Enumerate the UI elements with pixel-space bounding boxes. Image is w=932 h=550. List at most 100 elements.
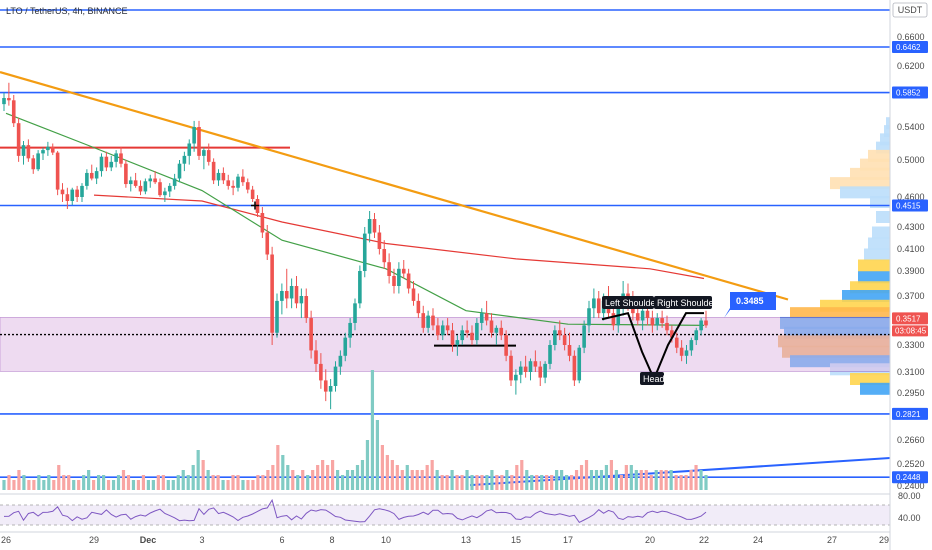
candle-body xyxy=(518,366,523,375)
candle-body xyxy=(202,150,206,156)
candle xyxy=(470,325,474,345)
volume-bar xyxy=(321,460,325,490)
y-tick-label: 0.3300 xyxy=(897,340,925,350)
candle-body xyxy=(226,180,231,186)
x-tick-label: 8 xyxy=(329,535,334,545)
candle-body xyxy=(670,330,674,338)
candle xyxy=(382,240,387,269)
volume-bar xyxy=(624,465,628,490)
candle xyxy=(304,288,309,323)
candle-body xyxy=(479,313,484,323)
candle-body xyxy=(562,335,567,345)
countdown-tag xyxy=(892,325,928,337)
candle-body xyxy=(206,150,211,162)
volume-bar xyxy=(32,480,36,490)
candle-body xyxy=(280,291,284,301)
volume-bar xyxy=(465,470,469,490)
candle xyxy=(275,293,279,338)
candle-body xyxy=(284,291,289,299)
candle-body xyxy=(153,178,157,183)
candle-body xyxy=(94,171,99,179)
candle-body xyxy=(411,288,416,301)
candle-body xyxy=(421,313,426,328)
volume-profile-bar xyxy=(858,271,890,284)
candle-body xyxy=(694,330,699,341)
y-tick-label: 0.3100 xyxy=(897,367,925,377)
candle-body xyxy=(577,347,582,381)
volume-bar xyxy=(116,475,121,490)
candle-body xyxy=(41,150,45,154)
volume-bar xyxy=(355,465,360,490)
candle-body xyxy=(299,296,304,304)
volume-bar xyxy=(161,475,165,490)
candle-body xyxy=(182,155,187,164)
candle xyxy=(119,146,123,168)
candle xyxy=(75,185,79,202)
volume-bar xyxy=(515,465,519,490)
candle xyxy=(192,120,196,152)
candle xyxy=(250,185,255,202)
candle xyxy=(406,268,411,294)
downtrend-line xyxy=(0,71,789,301)
candle-body xyxy=(309,318,313,351)
candle xyxy=(426,310,430,333)
candle xyxy=(85,169,89,190)
candle xyxy=(21,141,26,165)
candle xyxy=(211,158,216,185)
volume-bar xyxy=(181,470,185,490)
candle-body xyxy=(294,286,299,304)
volume-bar xyxy=(12,480,16,490)
candle-body xyxy=(572,355,577,381)
volume-bar xyxy=(684,475,688,490)
volume-bar xyxy=(37,475,41,490)
volume-bar xyxy=(639,470,643,490)
chart-title: LTO / TetherUS, 4h, BINANCE xyxy=(6,6,128,16)
volume-bar xyxy=(485,475,489,490)
volume-bar xyxy=(390,460,394,490)
candle xyxy=(299,288,304,319)
candle-body xyxy=(635,313,640,321)
volume-bar xyxy=(196,450,200,490)
volume-bar xyxy=(62,475,66,490)
candle xyxy=(138,180,143,196)
currency-box xyxy=(892,2,928,18)
candle xyxy=(397,262,401,294)
candle-body xyxy=(392,276,396,286)
volume-profile-bar xyxy=(872,226,890,239)
candle xyxy=(450,322,455,352)
volume-profile-bar xyxy=(864,248,890,261)
candle xyxy=(109,155,114,172)
candle-body xyxy=(2,98,6,105)
volume-bar xyxy=(236,475,240,490)
volume-profile-bar xyxy=(886,117,890,130)
volume-bar xyxy=(57,465,61,490)
candle-body xyxy=(440,325,445,336)
candle xyxy=(289,278,294,309)
candle xyxy=(221,167,226,185)
x-tick-label: 6 xyxy=(279,535,284,545)
volume-bar xyxy=(490,470,494,490)
volume-bar xyxy=(525,470,529,490)
volume-bar xyxy=(126,475,131,490)
price-tag-label: 0.5852 xyxy=(896,89,921,98)
volume-bar xyxy=(301,470,305,490)
candle-body xyxy=(582,325,586,348)
candle xyxy=(182,151,187,172)
candle-body xyxy=(26,145,31,159)
volume-bar xyxy=(510,475,514,490)
candle xyxy=(460,325,465,345)
price-tag-label: 0.6462 xyxy=(896,43,921,52)
moving-average-line xyxy=(5,112,705,326)
candle xyxy=(362,227,367,278)
volume-bar xyxy=(156,475,160,490)
candle-body xyxy=(80,185,84,197)
candle xyxy=(338,350,343,375)
candle xyxy=(679,340,684,362)
y-tick-label: 0.3900 xyxy=(897,266,925,276)
x-tick-label: 10 xyxy=(381,535,391,545)
volume-bar xyxy=(241,480,245,490)
candle-body xyxy=(46,146,50,151)
candle-body xyxy=(426,315,430,328)
volume-bar xyxy=(266,470,270,490)
